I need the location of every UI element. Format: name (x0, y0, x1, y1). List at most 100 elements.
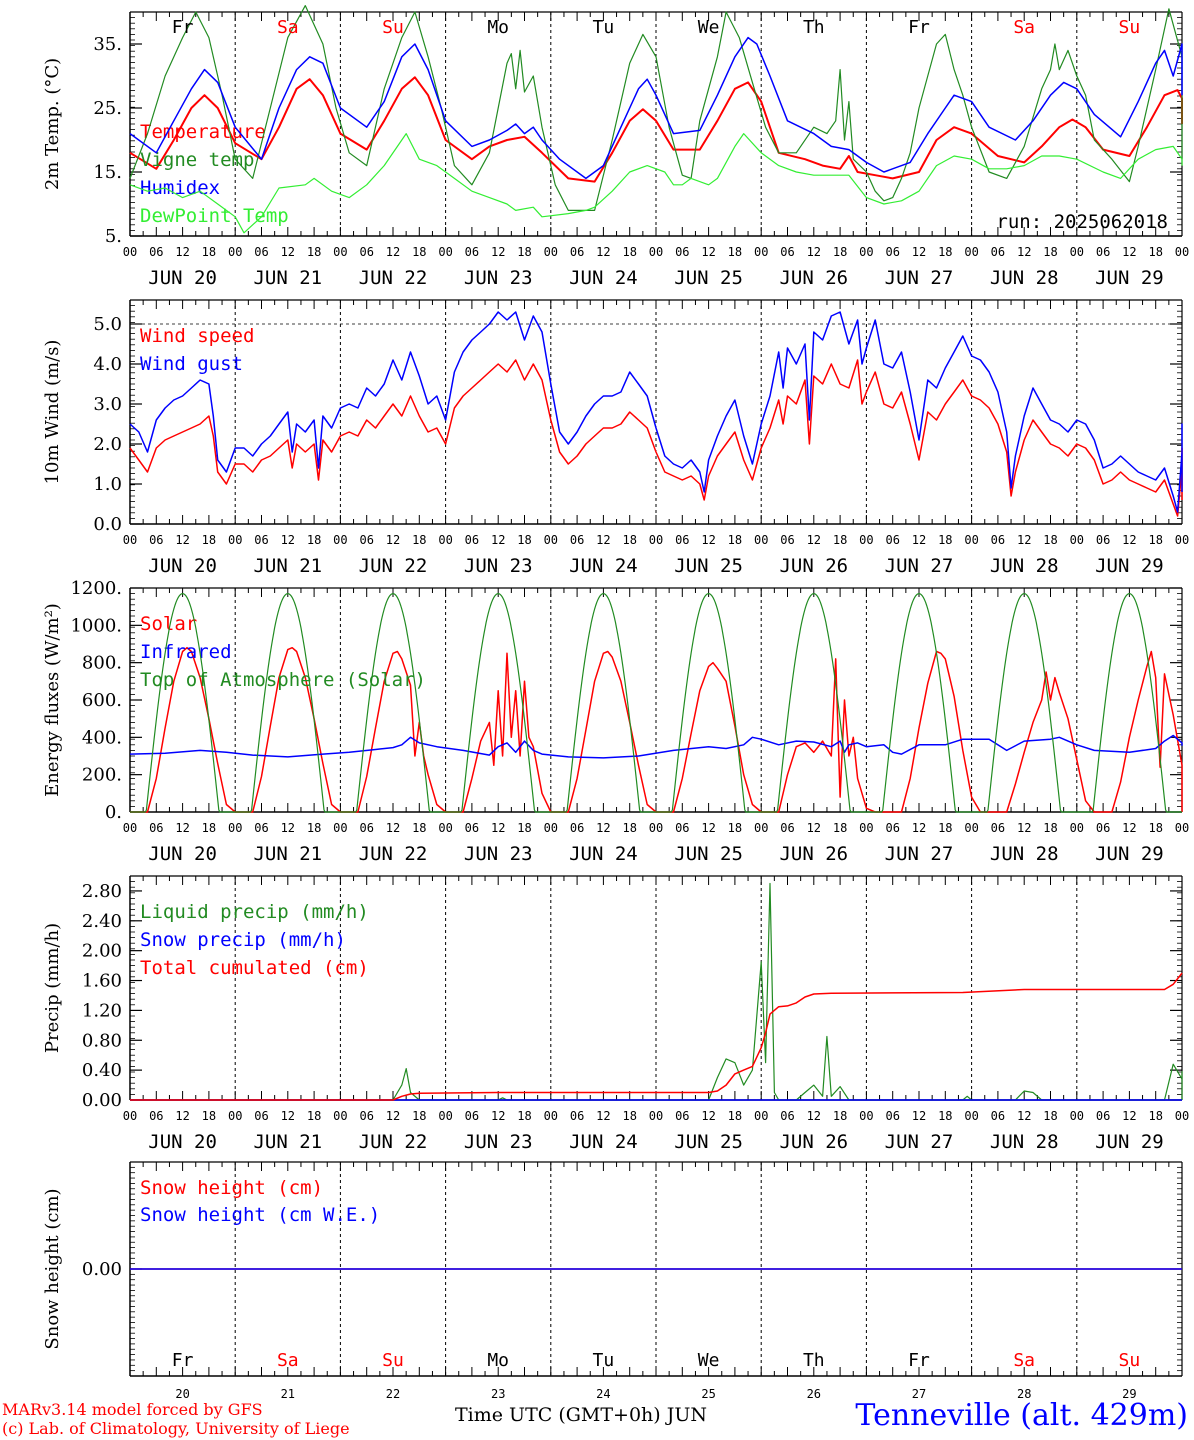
y-tick-label: 4.0 (93, 354, 122, 375)
hour-tick-label: 12 (912, 533, 926, 547)
hour-tick-label: 18 (412, 533, 426, 547)
date-label: JUN 20 (148, 1131, 217, 1153)
hour-tick-label: 18 (728, 821, 742, 835)
y-axis-title: 10m Wind (m/s) (42, 340, 63, 485)
hour-tick-label: 12 (1017, 821, 1031, 835)
x-axis-month: JUN (666, 1404, 708, 1426)
hour-tick-label: 12 (386, 1109, 400, 1123)
hour-tick-label: 00 (333, 245, 347, 259)
day-of-week-label-bottom: We (698, 1350, 720, 1371)
hour-tick-label: 06 (465, 533, 479, 547)
date-label: JUN 23 (464, 555, 533, 577)
date-label: JUN 29 (1095, 555, 1164, 577)
day-of-week-label: Su (1119, 17, 1141, 38)
date-label: JUN 27 (885, 843, 954, 865)
y-tick-label: 0.00 (82, 1090, 122, 1111)
hour-tick-label: 18 (1148, 245, 1162, 259)
hour-tick-label: 18 (833, 245, 847, 259)
y-tick-label: 2.80 (82, 881, 122, 902)
hour-tick-label: 18 (622, 821, 636, 835)
y-tick-label: 1000. (70, 615, 122, 636)
hour-tick-label: 18 (938, 1109, 952, 1123)
date-label: JUN 21 (253, 1131, 322, 1153)
series-line-vigne-temp (129, 5, 1183, 211)
hour-tick-label: 18 (307, 245, 321, 259)
hour-tick-label: 12 (175, 1109, 189, 1123)
date-label: JUN 20 (148, 843, 217, 865)
hour-tick-label: 00 (333, 533, 347, 547)
hour-tick-label: 18 (938, 821, 952, 835)
hour-tick-label: 00 (649, 821, 663, 835)
y-tick-label: 0. (105, 802, 122, 823)
day-of-week-label-bottom: Tu (593, 1350, 615, 1371)
hour-tick-label: 12 (175, 533, 189, 547)
day-of-week-label: Fr (908, 17, 930, 38)
hour-tick-label: 00 (754, 245, 768, 259)
y-tick-label: 1.20 (82, 1000, 122, 1021)
hour-tick-label: 18 (938, 533, 952, 547)
y-tick-label: 5.0 (93, 314, 122, 335)
hour-tick-label: 00 (1175, 821, 1189, 835)
legend-entry: Wind speed (140, 325, 254, 347)
hour-tick-label: 18 (202, 821, 216, 835)
hour-tick-label: 18 (1043, 245, 1057, 259)
date-label: JUN 24 (569, 267, 638, 289)
date-label: JUN 21 (253, 555, 322, 577)
y-tick-label: 1200. (70, 578, 122, 599)
credits: MARv3.14 model forced by GFS (c) Lab. of… (2, 1400, 350, 1438)
hour-tick-label: 06 (885, 533, 899, 547)
day-number-label: 21 (281, 1387, 295, 1401)
hour-tick-label: 12 (281, 245, 295, 259)
hour-tick-label: 06 (149, 245, 163, 259)
date-label: JUN 24 (569, 555, 638, 577)
hour-tick-label: 06 (570, 533, 584, 547)
y-tick-label: 5. (105, 226, 122, 247)
legend-entry: Total cumulated (cm) (140, 957, 369, 979)
hour-tick-label: 00 (964, 1109, 978, 1123)
hour-tick-label: 12 (807, 821, 821, 835)
hour-tick-label: 00 (123, 821, 137, 835)
legend-entry: Snow precip (mm/h) (140, 929, 346, 951)
legend-entry: Infrared (140, 641, 232, 663)
hour-tick-label: 00 (333, 1109, 347, 1123)
credit-line-1: MARv3.14 model forced by GFS (2, 1400, 263, 1419)
hour-tick-label: 00 (123, 533, 137, 547)
hour-tick-label: 00 (544, 1109, 558, 1123)
hour-tick-label: 12 (491, 1109, 505, 1123)
hour-tick-label: 00 (964, 821, 978, 835)
date-label: JUN 26 (779, 1131, 848, 1153)
y-tick-label: 0.00 (82, 1259, 122, 1280)
date-label: JUN 29 (1095, 843, 1164, 865)
hour-tick-label: 00 (438, 245, 452, 259)
hour-tick-label: 00 (649, 1109, 663, 1123)
hour-tick-label: 18 (412, 1109, 426, 1123)
date-label: JUN 24 (569, 1131, 638, 1153)
hour-tick-label: 12 (281, 533, 295, 547)
hour-tick-label: 18 (517, 533, 531, 547)
day-number-label: 24 (596, 1387, 610, 1401)
hour-tick-label: 00 (754, 1109, 768, 1123)
hour-tick-label: 12 (175, 821, 189, 835)
hour-tick-label: 00 (859, 1109, 873, 1123)
hour-tick-label: 12 (701, 1109, 715, 1123)
hour-tick-label: 06 (780, 1109, 794, 1123)
hour-tick-label: 18 (517, 245, 531, 259)
hour-tick-label: 06 (675, 821, 689, 835)
y-tick-label: 2.00 (82, 941, 122, 962)
hour-tick-label: 00 (859, 533, 873, 547)
hour-tick-label: 06 (570, 821, 584, 835)
hour-tick-label: 00 (438, 1109, 452, 1123)
date-label: JUN 24 (569, 843, 638, 865)
legend-entry: Top of Atmosphere (Solar) (140, 669, 426, 691)
hour-tick-label: 06 (991, 533, 1005, 547)
hour-tick-label: 12 (1017, 1109, 1031, 1123)
date-label: JUN 28 (990, 843, 1059, 865)
hour-tick-label: 18 (622, 245, 636, 259)
legend-entry: Snow height (cm) (140, 1177, 323, 1199)
date-label: JUN 23 (464, 843, 533, 865)
series-line-wind-gust (129, 311, 1183, 513)
date-label: JUN 26 (779, 843, 848, 865)
date-label: JUN 26 (779, 267, 848, 289)
hour-tick-label: 06 (359, 245, 373, 259)
hour-tick-label: 06 (359, 533, 373, 547)
